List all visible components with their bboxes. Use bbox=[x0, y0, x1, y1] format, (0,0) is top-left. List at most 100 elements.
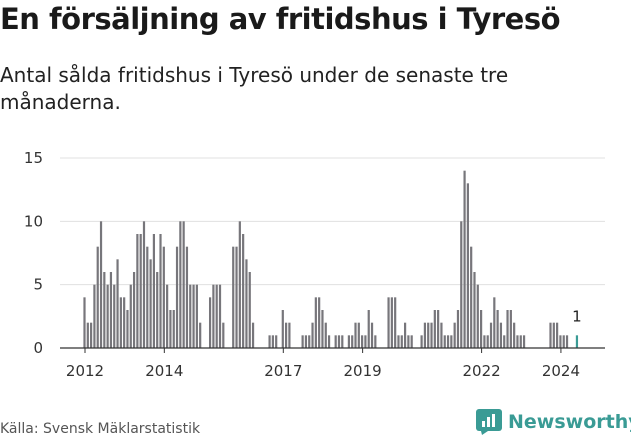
bar bbox=[367, 310, 370, 348]
bar bbox=[199, 322, 202, 348]
bar bbox=[509, 310, 512, 348]
bar bbox=[285, 322, 288, 348]
bar bbox=[552, 322, 555, 348]
bar bbox=[423, 322, 427, 348]
bar bbox=[516, 335, 519, 348]
bar bbox=[341, 335, 344, 348]
bar bbox=[327, 335, 331, 348]
bar bbox=[162, 246, 165, 348]
bar bbox=[440, 322, 443, 348]
bar bbox=[116, 259, 119, 348]
bar bbox=[195, 284, 198, 348]
bar bbox=[126, 310, 129, 348]
bar bbox=[271, 335, 274, 348]
bar bbox=[321, 310, 324, 348]
bar bbox=[314, 297, 317, 348]
bar bbox=[218, 284, 222, 348]
bar bbox=[347, 335, 350, 348]
bar bbox=[559, 335, 562, 348]
bar bbox=[374, 335, 377, 348]
bar bbox=[394, 297, 397, 348]
bar bbox=[562, 335, 565, 348]
brand-name: Newsworthy bbox=[508, 411, 631, 433]
bar bbox=[351, 335, 354, 348]
x-tick-label: 2014 bbox=[145, 362, 183, 380]
x-tick-label: 2012 bbox=[66, 362, 104, 380]
bar bbox=[519, 335, 522, 348]
bar bbox=[361, 335, 364, 348]
bar bbox=[185, 246, 189, 348]
bar bbox=[433, 310, 436, 348]
bar bbox=[103, 272, 106, 348]
bar bbox=[242, 234, 245, 348]
bar bbox=[83, 297, 86, 348]
bar bbox=[357, 322, 360, 348]
bar bbox=[179, 221, 182, 348]
chart-title: En försäljning av fritidshus i Tyresö bbox=[0, 2, 561, 36]
bar bbox=[489, 322, 493, 348]
bar bbox=[142, 221, 146, 348]
bar bbox=[156, 272, 159, 348]
bar bbox=[486, 335, 489, 348]
bar bbox=[222, 322, 225, 348]
bar bbox=[318, 297, 321, 348]
bar bbox=[334, 335, 337, 348]
bar bbox=[427, 322, 430, 348]
bar bbox=[503, 335, 506, 348]
bar bbox=[139, 234, 142, 348]
bar bbox=[182, 221, 185, 348]
bar-series bbox=[83, 170, 579, 348]
newsworthy-brand: Newsworthy bbox=[476, 409, 631, 435]
bar bbox=[106, 284, 109, 348]
bar bbox=[113, 284, 116, 348]
bar bbox=[480, 310, 483, 348]
bar bbox=[311, 322, 314, 348]
x-tick-label: 2017 bbox=[264, 362, 302, 380]
bar bbox=[387, 297, 390, 348]
bar bbox=[496, 310, 499, 348]
bar bbox=[304, 335, 308, 348]
bar bbox=[556, 322, 559, 348]
tick-labels: 0 5 10 15 2012 2014 2017 2019 2022 2024 1 bbox=[24, 149, 582, 380]
bar bbox=[407, 335, 410, 348]
bar bbox=[123, 297, 126, 348]
bar bbox=[251, 322, 255, 348]
y-tick-label: 10 bbox=[24, 212, 43, 230]
bar bbox=[119, 297, 122, 348]
bar bbox=[476, 284, 479, 348]
bar bbox=[152, 234, 156, 348]
bar-chart: 0 5 10 15 2012 2014 2017 2019 2022 2024 1 bbox=[24, 149, 605, 380]
bar bbox=[235, 246, 238, 348]
newsworthy-logo-icon bbox=[476, 409, 502, 435]
bar-highlight bbox=[575, 335, 579, 348]
bar bbox=[93, 284, 96, 348]
bar bbox=[132, 272, 136, 348]
bar bbox=[463, 170, 466, 348]
bar bbox=[506, 310, 509, 348]
bar bbox=[470, 246, 473, 348]
bar bbox=[86, 322, 89, 348]
bar bbox=[99, 221, 103, 348]
bar bbox=[420, 335, 423, 348]
bar bbox=[90, 322, 93, 348]
bar bbox=[109, 272, 113, 348]
bar bbox=[308, 335, 311, 348]
bar bbox=[149, 259, 152, 348]
bar bbox=[446, 335, 450, 348]
bar bbox=[248, 272, 251, 348]
bar bbox=[324, 322, 327, 348]
bar bbox=[456, 310, 460, 348]
x-tick-label: 2022 bbox=[463, 362, 501, 380]
bar bbox=[146, 246, 149, 348]
bar bbox=[397, 335, 400, 348]
bar bbox=[410, 335, 413, 348]
bar bbox=[473, 272, 476, 348]
bar bbox=[215, 284, 218, 348]
bar bbox=[453, 322, 456, 348]
bar bbox=[400, 335, 403, 348]
bar bbox=[281, 310, 284, 348]
bar bbox=[129, 284, 132, 348]
bar bbox=[364, 335, 367, 348]
bar bbox=[268, 335, 271, 348]
bar bbox=[96, 246, 99, 348]
